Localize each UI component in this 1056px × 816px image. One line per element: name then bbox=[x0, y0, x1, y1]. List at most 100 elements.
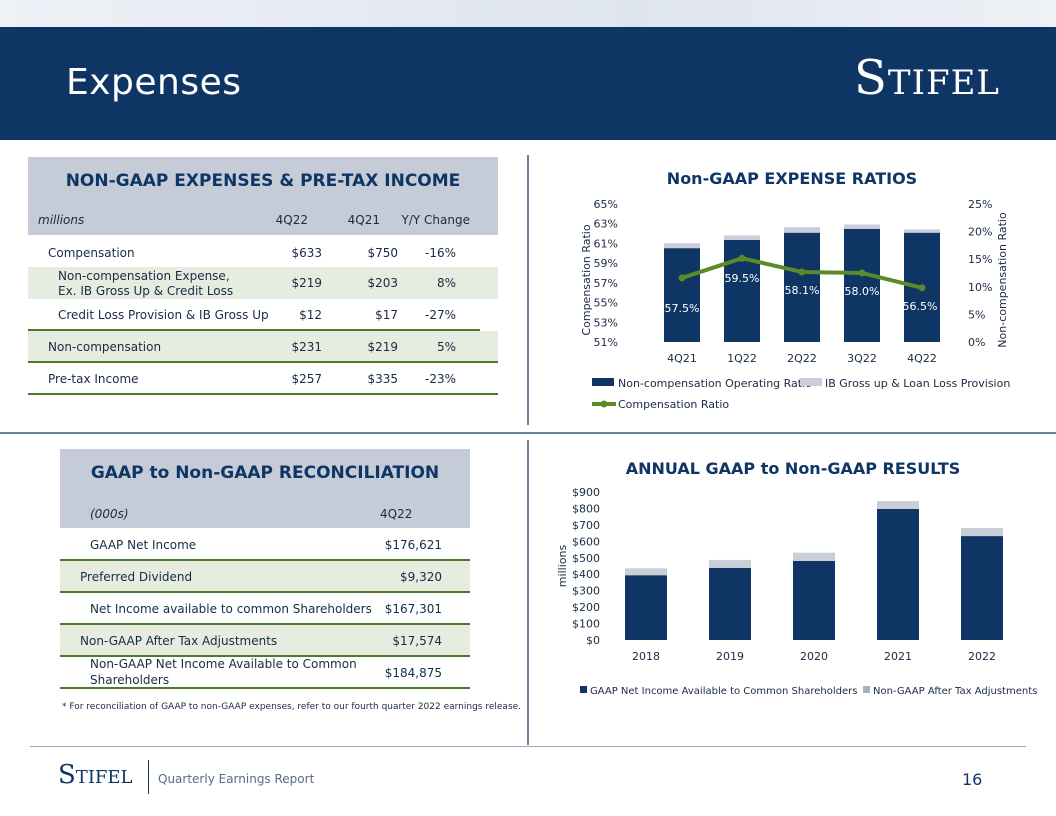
row-label: Preferred Dividend bbox=[80, 570, 193, 584]
row-label-line2: Ex. IB Gross Up & Credit Loss bbox=[58, 284, 234, 298]
table-row: Preferred Dividend $9,320 bbox=[60, 561, 470, 591]
x-tick-label: 4Q21 bbox=[667, 352, 697, 365]
row-label: Non-compensation bbox=[48, 340, 162, 354]
y2-axis-label: Non-compensation Ratio bbox=[996, 212, 1009, 348]
table-title: GAAP to Non-GAAP RECONCILIATION bbox=[90, 463, 440, 483]
row-label: GAAP Net Income bbox=[90, 538, 197, 552]
y2-tick-label: 20% bbox=[968, 226, 992, 239]
row-4q21: $335 bbox=[367, 372, 398, 386]
data-label: 59.5% bbox=[725, 272, 760, 285]
bar-gaap-net-income bbox=[625, 575, 667, 640]
footer-separator bbox=[148, 760, 149, 794]
legend-swatch bbox=[800, 378, 822, 386]
row-4q22: $231 bbox=[291, 340, 322, 354]
x-tick-label: 4Q22 bbox=[907, 352, 937, 365]
header-label: (000s) bbox=[90, 507, 129, 521]
row-change: 8% bbox=[436, 276, 456, 290]
footer-rule bbox=[30, 746, 1026, 747]
legend-label: GAAP Net Income Available to Common Shar… bbox=[590, 686, 857, 697]
vertical-divider-top bbox=[527, 155, 529, 425]
page-number: 16 bbox=[962, 770, 983, 789]
chart-title: ANNUAL GAAP to Non-GAAP RESULTS bbox=[626, 459, 961, 478]
y-axis-label: millions bbox=[556, 545, 569, 588]
table-row: Pre-tax Income $257 $335 -23% bbox=[28, 363, 498, 393]
y2-tick-label: 10% bbox=[968, 281, 992, 294]
line-point bbox=[858, 269, 866, 277]
y-tick-label: 57% bbox=[594, 277, 618, 290]
table-row: GAAP Net Income $176,621 bbox=[60, 529, 470, 559]
row-4q21: $17 bbox=[375, 308, 398, 322]
bar-noncomp-ratio bbox=[784, 232, 820, 342]
bar-ib-gross-up bbox=[664, 243, 700, 249]
x-tick-label: 2022 bbox=[968, 650, 996, 663]
bar-gaap-net-income bbox=[961, 536, 1003, 640]
line-point bbox=[918, 284, 926, 292]
bar-gaap-net-income bbox=[709, 567, 751, 640]
y-tick-label: 53% bbox=[594, 316, 618, 329]
x-tick-label: 2Q22 bbox=[787, 352, 817, 365]
row-value: $184,875 bbox=[384, 666, 442, 680]
annual-results-chart: ANNUAL GAAP to Non-GAAP RESULTS millions… bbox=[556, 459, 1037, 697]
green-rule bbox=[60, 591, 470, 593]
line-point bbox=[798, 268, 806, 276]
top-strip bbox=[0, 0, 1056, 27]
row-label: Non-GAAP After Tax Adjustments bbox=[80, 634, 278, 648]
y-tick-label: 65% bbox=[594, 198, 618, 211]
line-point bbox=[738, 254, 746, 262]
green-rule bbox=[60, 655, 470, 657]
green-rule bbox=[28, 361, 498, 363]
bar-nongaap-adjustment bbox=[709, 559, 751, 568]
green-rule bbox=[60, 687, 470, 689]
x-tick-label: 2021 bbox=[884, 650, 912, 663]
footnote: * For reconciliation of GAAP to non-GAAP… bbox=[62, 702, 522, 712]
row-value: $167,301 bbox=[384, 602, 442, 616]
green-rule bbox=[28, 393, 498, 395]
y-tick-label: 51% bbox=[594, 336, 618, 349]
row-4q21: $203 bbox=[367, 276, 398, 290]
expense-ratios-chart: Non-GAAP EXPENSE RATIOS Compensation Rat… bbox=[580, 169, 1010, 411]
row-change: -16% bbox=[424, 246, 456, 260]
y-tick-label: $100 bbox=[572, 618, 600, 631]
footer-brand-logo: Stifel bbox=[58, 760, 133, 790]
row-4q22: $257 bbox=[291, 372, 322, 386]
y-tick-label: $500 bbox=[572, 552, 600, 565]
y-tick-label: $600 bbox=[572, 535, 600, 548]
footer-report-name: Quarterly Earnings Report bbox=[158, 772, 315, 786]
table-row: Compensation $633 $750 -16% bbox=[28, 237, 498, 267]
green-rule bbox=[60, 559, 470, 561]
data-label: 57.5% bbox=[665, 302, 700, 315]
table-title: NON-GAAP EXPENSES & PRE-TAX INCOME bbox=[65, 171, 461, 191]
bar-nongaap-adjustment bbox=[793, 552, 835, 561]
y-tick-label: $700 bbox=[572, 519, 600, 532]
row-4q21: $219 bbox=[367, 340, 398, 354]
legend-swatch bbox=[592, 378, 614, 386]
bar-nongaap-adjustment bbox=[961, 528, 1003, 537]
y-tick-label: $0 bbox=[586, 634, 600, 647]
bar-ib-gross-up bbox=[844, 224, 880, 229]
data-label: 56.5% bbox=[903, 300, 938, 313]
y2-tick-label: 25% bbox=[968, 198, 992, 211]
table-row: Non-compensation $231 $219 5% bbox=[28, 331, 498, 361]
y-tick-label: $400 bbox=[572, 568, 600, 581]
row-change: -27% bbox=[424, 308, 456, 322]
row-value: $9,320 bbox=[400, 570, 442, 584]
header-label: millions bbox=[38, 213, 85, 227]
row-label-line1: Non-GAAP Net Income Available to Common bbox=[90, 657, 357, 671]
y-tick-label: 63% bbox=[594, 218, 618, 231]
bar-ib-gross-up bbox=[904, 229, 940, 233]
x-tick-label: 3Q22 bbox=[847, 352, 877, 365]
line-point bbox=[678, 274, 686, 282]
row-label: Net Income available to common Sharehold… bbox=[90, 602, 372, 616]
header-4q22: 4Q22 bbox=[275, 213, 308, 227]
y-tick-label: 61% bbox=[594, 237, 618, 250]
table-header bbox=[28, 157, 498, 235]
row-4q22: $12 bbox=[299, 308, 322, 322]
row-change: -23% bbox=[424, 372, 456, 386]
nongaap-expenses-table: NON-GAAP EXPENSES & PRE-TAX INCOME milli… bbox=[28, 157, 498, 397]
bar-noncomp-ratio bbox=[664, 248, 700, 342]
bar-nongaap-adjustment bbox=[877, 501, 919, 509]
table-row: Non-GAAP Net Income Available to Common … bbox=[60, 657, 470, 687]
x-tick-label: 2020 bbox=[800, 650, 828, 663]
bar-ib-gross-up bbox=[724, 235, 760, 240]
row-label: Pre-tax Income bbox=[48, 372, 139, 386]
